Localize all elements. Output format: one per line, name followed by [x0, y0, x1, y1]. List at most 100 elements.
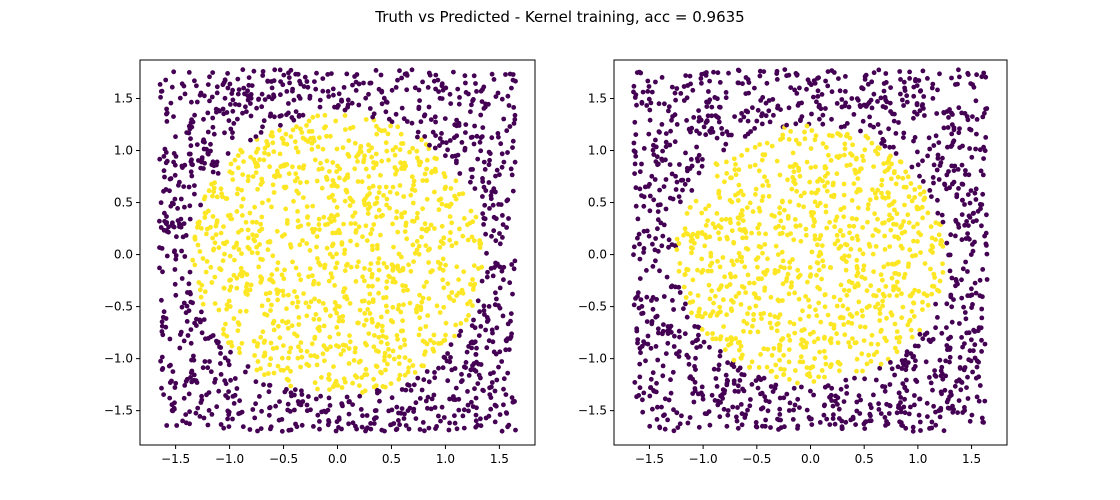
scatter-point: [841, 287, 847, 293]
scatter-point: [167, 336, 173, 342]
scatter-point: [493, 173, 498, 179]
scatter-point: [205, 365, 211, 371]
scatter-point: [288, 67, 294, 73]
scatter-point: [303, 300, 309, 306]
scatter-point: [641, 203, 647, 209]
scatter-point: [935, 315, 940, 320]
scatter-point: [965, 231, 970, 237]
scatter-point: [647, 423, 653, 429]
scatter-point: [663, 139, 669, 145]
scatter-point: [818, 233, 824, 238]
scatter-point: [473, 214, 479, 220]
scatter-point: [496, 364, 501, 370]
scatter-point: [836, 76, 841, 81]
scatter-point: [930, 81, 936, 87]
scatter-point: [729, 308, 735, 314]
scatter-point: [816, 300, 822, 306]
scatter-point: [666, 104, 672, 110]
scatter-point: [670, 298, 675, 303]
scatter-point: [866, 202, 871, 207]
scatter-point: [868, 283, 874, 289]
scatter-point: [781, 225, 786, 231]
scatter-point: [707, 263, 713, 268]
scatter-point: [763, 100, 769, 106]
scatter-point: [857, 103, 863, 108]
scatter-point: [914, 379, 920, 384]
scatter-point: [939, 212, 945, 218]
scatter-point: [940, 155, 945, 161]
scatter-point: [390, 184, 396, 190]
scatter-point: [260, 69, 266, 74]
scatter-point: [301, 195, 306, 201]
scatter-point: [851, 223, 857, 229]
scatter-point: [667, 162, 673, 168]
scatter-point: [956, 377, 962, 383]
scatter-point: [300, 238, 305, 243]
scatter-point: [983, 135, 989, 140]
scatter-point: [804, 159, 810, 165]
scatter-point: [646, 131, 652, 137]
scatter-point: [915, 162, 921, 168]
scatter-point: [661, 322, 666, 327]
scatter-point: [748, 397, 753, 402]
scatter-point: [258, 280, 264, 285]
scatter-point: [749, 230, 754, 236]
scatter-point: [797, 141, 802, 147]
scatter-point: [704, 104, 710, 109]
scatter-point: [711, 69, 716, 75]
scatter-point: [677, 261, 683, 266]
scatter-point: [974, 117, 980, 122]
scatter-point: [976, 374, 982, 380]
scatter-point: [221, 224, 226, 230]
scatter-point: [483, 231, 488, 237]
scatter-point: [802, 136, 808, 142]
scatter-point: [764, 268, 770, 274]
scatter-point: [736, 221, 741, 226]
scatter-point: [653, 79, 658, 85]
scatter-point: [964, 330, 970, 336]
scatter-point: [716, 230, 721, 236]
scatter-point: [900, 97, 905, 103]
scatter-point: [686, 361, 692, 367]
scatter-point: [771, 346, 777, 351]
scatter-point: [957, 321, 962, 326]
scatter-point: [984, 106, 990, 111]
scatter-point: [970, 369, 975, 375]
scatter-point: [676, 284, 682, 290]
scatter-point: [856, 169, 862, 175]
scatter-point: [669, 84, 675, 90]
scatter-point: [719, 283, 724, 288]
scatter-point: [905, 360, 911, 365]
scatter-point: [935, 210, 941, 216]
scatter-point: [827, 394, 832, 400]
scatter-point: [440, 256, 446, 262]
scatter-point: [412, 85, 418, 91]
scatter-point: [721, 297, 726, 303]
scatter-point: [286, 355, 291, 361]
scatter-point: [698, 76, 704, 81]
scatter-point: [187, 216, 193, 222]
scatter-point: [947, 347, 953, 352]
scatter-point: [787, 265, 793, 271]
scatter-point: [853, 283, 859, 289]
scatter-point: [798, 238, 804, 244]
scatter-point: [220, 82, 226, 88]
scatter-point: [729, 258, 735, 264]
scatter-point: [901, 130, 907, 136]
scatter-point: [907, 317, 913, 323]
scatter-point: [973, 290, 979, 296]
scatter-point: [250, 174, 256, 179]
scatter-point: [932, 368, 937, 373]
scatter-point: [871, 164, 876, 170]
scatter-point: [828, 336, 834, 341]
scatter-point: [738, 118, 743, 123]
scatter-point: [974, 72, 979, 78]
scatter-point: [795, 426, 800, 431]
scatter-point: [342, 113, 348, 118]
scatter-point: [271, 327, 277, 333]
scatter-point: [792, 402, 798, 408]
scatter-point: [674, 236, 680, 242]
scatter-point: [849, 280, 855, 286]
scatter-point: [377, 184, 382, 190]
